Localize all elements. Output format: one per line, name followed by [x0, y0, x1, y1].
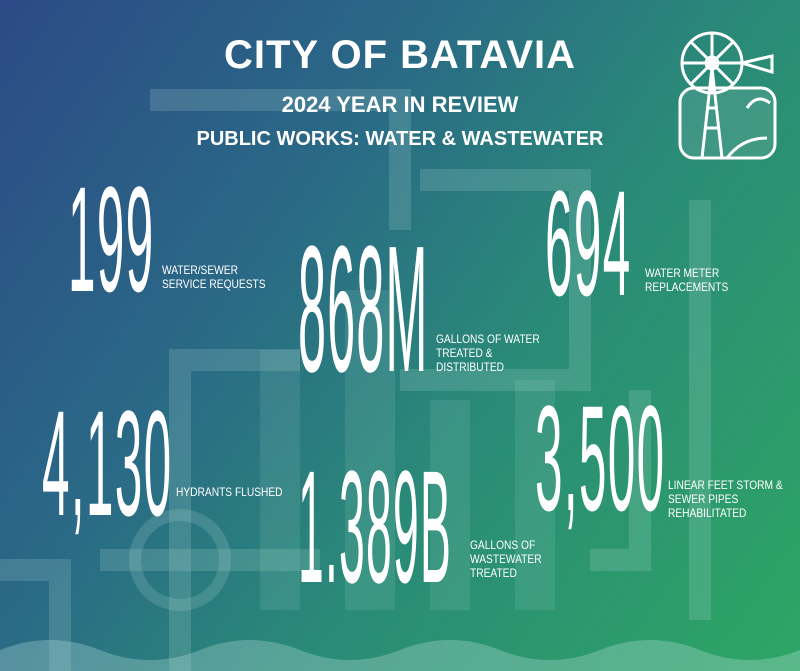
stat-value-wastewater-treated: 1.389B: [298, 437, 453, 616]
stat-value-meter-replacements: 694: [545, 159, 632, 327]
label-line: REHABILITATED: [668, 506, 747, 520]
label-line: REPLACEMENTS: [645, 280, 729, 294]
department-title: PUBLIC WORKS: WATER & WASTEWATER: [196, 128, 604, 150]
label-line: TREATED: [470, 566, 517, 580]
stat-value-hydrants-flushed: 4,130: [42, 379, 173, 547]
stat-label-service-requests: WATER/SEWER SERVICE REQUESTS: [162, 263, 266, 291]
stat-label-pipes-rehabilitated: LINEAR FEET STORM & SEWER PIPES REHABILI…: [668, 478, 783, 520]
stat-label-hydrants-flushed: HYDRANTS FLUSHED: [176, 485, 283, 499]
label-line: WASTEWATER: [470, 552, 542, 566]
stat-label-water-treated: GALLONS OF WATER TREATED & DISTRIBUTED: [436, 332, 540, 374]
label-line: DISTRIBUTED: [436, 360, 505, 374]
stat-label-wastewater-treated: GALLONS OF WASTEWATER TREATED: [470, 538, 542, 580]
stat-value-service-requests: 199: [68, 155, 155, 323]
label-line: WATER/SEWER: [162, 263, 238, 277]
page-title: CITY OF BATAVIA: [223, 33, 577, 77]
label-line: SERVICE REQUESTS: [162, 277, 266, 291]
page-subtitle: 2024 YEAR IN REVIEW: [281, 92, 519, 117]
label-line: WATER METER: [645, 266, 720, 280]
label-line: HYDRANTS FLUSHED: [176, 485, 283, 499]
windmill-logo-icon: [678, 31, 777, 160]
stat-value-pipes-rehabilitated: 3,500: [535, 374, 666, 542]
label-line: GALLONS OF: [470, 538, 536, 552]
stat-value-water-treated: 868M: [298, 209, 429, 410]
stat-label-meter-replacements: WATER METER REPLACEMENTS: [645, 266, 728, 294]
label-line: LINEAR FEET STORM &: [668, 478, 783, 492]
label-line: SEWER PIPES: [668, 492, 739, 506]
label-line: GALLONS OF WATER: [436, 332, 540, 346]
label-line: TREATED &: [436, 346, 493, 360]
